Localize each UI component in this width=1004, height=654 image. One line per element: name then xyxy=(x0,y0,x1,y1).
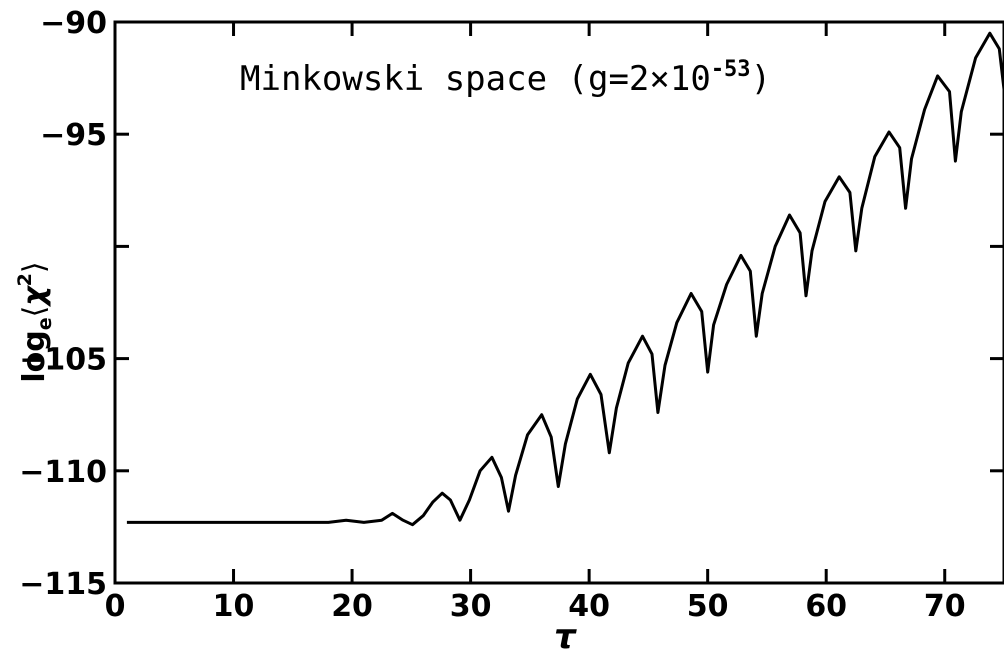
x-tick-label: 70 xyxy=(924,589,966,624)
y-tick-label: −90 xyxy=(40,6,107,41)
axis-ticks xyxy=(113,20,1004,585)
x-tick-label: 50 xyxy=(687,589,729,624)
x-tick-label: 60 xyxy=(805,589,847,624)
y-axis-title: loge⟨χ2⟩ xyxy=(14,261,56,382)
x-tick-label: 40 xyxy=(568,589,610,624)
x-axis-title: τ xyxy=(554,617,577,654)
y-tick-label: −115 xyxy=(19,567,107,602)
y-tick-labels: −115 −110 −105 −95 −90 xyxy=(19,6,107,602)
annotation-exponent: -53 xyxy=(711,57,751,82)
y-tick-label: −95 xyxy=(40,118,107,153)
x-tick-label: 30 xyxy=(450,589,492,624)
x-tick-label: 20 xyxy=(331,589,373,624)
plot-annotation: Minkowski space (g=2×10-53) xyxy=(240,57,771,99)
x-tick-labels: 0 10 20 30 40 50 60 70 xyxy=(105,589,966,624)
y-tick-label: −105 xyxy=(19,343,107,378)
plot-frame xyxy=(113,20,1004,585)
y-tick-label: −110 xyxy=(19,455,107,490)
x-tick-label: 10 xyxy=(213,589,255,624)
series-line xyxy=(126,31,1004,527)
x-tick-label: 0 xyxy=(105,589,126,624)
